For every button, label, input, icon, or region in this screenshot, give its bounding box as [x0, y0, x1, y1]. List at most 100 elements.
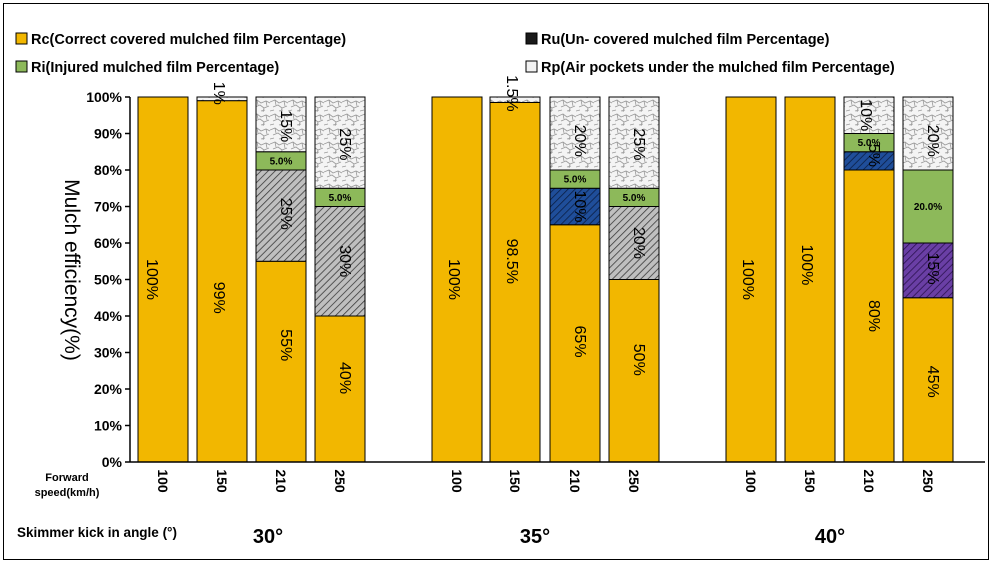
- speed-label: speed(km/h): [35, 487, 100, 499]
- y-axis-title: Mulch efficiency(%): [60, 179, 83, 361]
- category-label: 100: [155, 469, 171, 493]
- angle-label: 35°: [520, 526, 550, 548]
- data-label: 1%: [210, 82, 227, 105]
- angle-label: 30°: [253, 526, 283, 548]
- bar-segment-rp: [255, 96, 307, 153]
- bar-segment-ru: [314, 206, 366, 317]
- data-label: 80%: [865, 300, 882, 332]
- category-label: 150: [507, 469, 523, 493]
- data-label: 40%: [336, 362, 353, 394]
- y-tick-label: 70%: [94, 199, 123, 215]
- data-label: 20%: [630, 227, 647, 259]
- legend-swatch-rp: [525, 60, 538, 73]
- legend-label-rc: Rc(Correct covered mulched film Percenta…: [31, 32, 346, 48]
- plot-area: 0% 10% 20% 30% 40% 50% 60% 70% 80% 90% 100% Mulch e…: [60, 75, 985, 548]
- bar-segment-rp: [608, 96, 660, 189]
- y-tick-label: 30%: [94, 345, 123, 361]
- bar-segment-rp: [314, 96, 366, 189]
- data-label: 25%: [336, 128, 353, 160]
- data-label: 15%: [277, 110, 294, 142]
- data-label: 99%: [210, 282, 227, 314]
- category-label: 150: [802, 469, 818, 493]
- bar-segment-rp: [902, 96, 954, 171]
- angle-label: 40°: [815, 526, 845, 548]
- data-label: 10%: [857, 99, 874, 131]
- category-label: 100: [449, 469, 465, 493]
- data-label: 10%: [571, 190, 588, 222]
- y-tick-label: 10%: [94, 418, 123, 434]
- data-label: 30%: [336, 245, 353, 277]
- data-label: 45%: [924, 366, 941, 398]
- y-tick-label: 60%: [94, 235, 123, 251]
- bar-segment-rc: [489, 101, 541, 463]
- y-tick-label: 50%: [94, 272, 123, 288]
- data-label: 100%: [445, 259, 462, 300]
- legend-label-ru: Ru(Un- covered mulched film Percentage): [541, 32, 830, 48]
- data-label: 55%: [277, 329, 294, 361]
- category-label: 250: [920, 469, 936, 493]
- bar-segment-rp: [196, 96, 248, 102]
- bar-segment-ru: [549, 187, 601, 226]
- bar-segment-rc: [314, 315, 366, 463]
- legend-item-rc: Rc(Correct covered mulched film Percenta…: [15, 32, 346, 48]
- data-label: 98.5%: [503, 239, 520, 284]
- data-label: 100%: [739, 259, 756, 300]
- data-label-ri: 5.0%: [623, 193, 646, 204]
- y-tick-label: 80%: [94, 162, 123, 178]
- bar-segment-rc: [608, 279, 660, 463]
- bar-segment-ri: [902, 169, 954, 244]
- bar-segment-rp: [843, 96, 895, 134]
- data-label-ri: 20.0%: [914, 202, 942, 213]
- bar-segment-ru: [608, 206, 660, 280]
- legend-label-ri: Ri(Injured mulched film Percentage): [31, 60, 279, 76]
- bar-segment-ru: [255, 169, 307, 262]
- data-label: 15%: [924, 253, 941, 285]
- category-label: 250: [626, 469, 642, 493]
- data-label: 20%: [571, 125, 588, 157]
- bar-segment-rc: [843, 169, 895, 463]
- y-tick-label: 90%: [94, 126, 123, 142]
- bar-segment-rp: [549, 96, 601, 171]
- legend-swatch-rc: [15, 32, 28, 45]
- bar-segment-rc: [725, 96, 777, 463]
- y-tick-label: 40%: [94, 308, 123, 324]
- data-label-ri: 5.0%: [329, 193, 352, 204]
- data-label: 65%: [571, 326, 588, 358]
- category-label: 210: [567, 469, 583, 493]
- category-label: 210: [273, 469, 289, 493]
- bar-segment-ru: [902, 242, 954, 299]
- angle-axis-title: Skimmer kick in angle (°): [17, 525, 177, 540]
- legend-swatch-ri: [15, 60, 28, 73]
- bar-segment-rp: [489, 96, 541, 103]
- data-label: 1.5%: [503, 75, 520, 111]
- data-label-ri: 5.0%: [270, 156, 293, 167]
- y-tick-label: 20%: [94, 381, 123, 397]
- bar-segment-rc: [784, 96, 836, 463]
- bar-segment-rc: [902, 297, 954, 463]
- y-tick-label: 0%: [102, 454, 123, 470]
- data-label-ri: 5.0%: [858, 138, 881, 149]
- data-label: 20%: [924, 125, 941, 157]
- data-label: 5%: [865, 144, 882, 167]
- data-label: 100%: [143, 259, 160, 300]
- bar-segment-rc: [255, 260, 307, 463]
- legend: Rc(Correct covered mulched film Percenta…: [15, 32, 895, 76]
- legend-item-rp: Rp(Air pockets under the mulched film Pe…: [525, 60, 895, 76]
- category-label: 100: [743, 469, 759, 493]
- category-label: 150: [214, 469, 230, 493]
- legend-item-ri: Ri(Injured mulched film Percentage): [15, 60, 279, 76]
- bar-segment-rc: [431, 96, 483, 463]
- bar-segment-rc: [549, 224, 601, 463]
- legend-label-rp: Rp(Air pockets under the mulched film Pe…: [541, 60, 895, 76]
- data-label: 100%: [798, 244, 815, 285]
- data-label: 25%: [630, 128, 647, 160]
- category-label: 210: [861, 469, 877, 493]
- chart-frame: [3, 3, 989, 560]
- data-label-ri: 5.0%: [564, 175, 587, 186]
- legend-swatch-ru: [525, 32, 538, 45]
- forward-label: Forward: [45, 472, 88, 484]
- legend-item-ru: Ru(Un- covered mulched film Percentage): [525, 32, 830, 48]
- category-label: 250: [332, 469, 348, 493]
- y-tick-label: 100%: [86, 89, 122, 105]
